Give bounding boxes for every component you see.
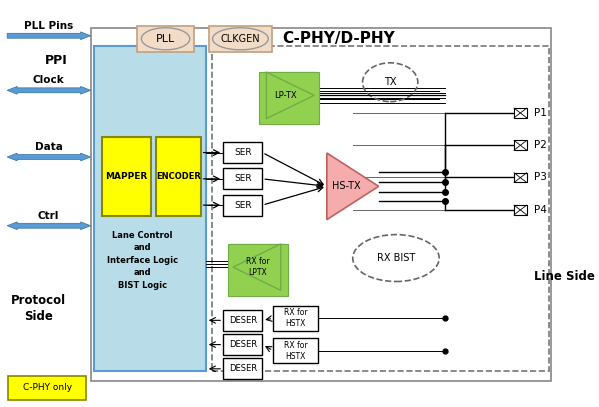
Bar bbox=[273, 306, 318, 331]
Text: Clock: Clock bbox=[33, 75, 65, 85]
Text: DESER: DESER bbox=[229, 364, 257, 373]
Text: P4: P4 bbox=[534, 205, 547, 214]
Polygon shape bbox=[7, 153, 90, 161]
Polygon shape bbox=[233, 244, 281, 291]
Polygon shape bbox=[7, 86, 90, 94]
Text: Data: Data bbox=[35, 142, 62, 152]
Text: ENCODER: ENCODER bbox=[156, 172, 201, 181]
Bar bbox=[223, 358, 262, 379]
Text: LP-TX: LP-TX bbox=[274, 91, 297, 100]
Bar bbox=[223, 310, 262, 331]
Polygon shape bbox=[232, 244, 284, 291]
Polygon shape bbox=[267, 72, 314, 118]
Text: PPI: PPI bbox=[45, 53, 68, 66]
Text: Ctrl: Ctrl bbox=[38, 211, 59, 221]
Bar bbox=[156, 137, 201, 216]
Polygon shape bbox=[7, 32, 90, 39]
Ellipse shape bbox=[213, 28, 268, 50]
Text: C-PHY/D-PHY: C-PHY/D-PHY bbox=[282, 31, 395, 46]
Bar bbox=[90, 28, 552, 381]
Text: DESER: DESER bbox=[229, 316, 257, 325]
Text: PLL Pins: PLL Pins bbox=[24, 21, 73, 31]
Bar bbox=[211, 46, 549, 371]
Text: HS-TX: HS-TX bbox=[332, 182, 361, 191]
Text: P1: P1 bbox=[534, 107, 547, 118]
Text: SER: SER bbox=[234, 148, 252, 157]
Bar bbox=[514, 205, 527, 215]
Text: C-PHY only: C-PHY only bbox=[23, 383, 72, 392]
Text: TX: TX bbox=[384, 77, 397, 87]
Text: SER: SER bbox=[234, 201, 252, 210]
Bar bbox=[273, 338, 318, 363]
Text: P2: P2 bbox=[534, 140, 547, 150]
Text: DESER: DESER bbox=[229, 340, 257, 349]
Text: PLL: PLL bbox=[156, 34, 175, 44]
Text: SER: SER bbox=[234, 174, 252, 183]
Polygon shape bbox=[259, 72, 319, 124]
Bar bbox=[223, 168, 262, 189]
Bar bbox=[223, 142, 262, 163]
Bar bbox=[8, 376, 86, 400]
Polygon shape bbox=[261, 72, 317, 121]
Text: Line Side: Line Side bbox=[534, 270, 595, 283]
Bar bbox=[223, 334, 262, 355]
Text: Lane Control
and
Interface Logic
and
BIST Logic: Lane Control and Interface Logic and BIS… bbox=[107, 231, 178, 290]
Bar bbox=[514, 173, 527, 182]
Polygon shape bbox=[327, 153, 379, 220]
Polygon shape bbox=[228, 244, 288, 296]
Bar bbox=[208, 26, 272, 52]
Bar bbox=[223, 195, 262, 216]
Polygon shape bbox=[7, 222, 90, 230]
Text: Protocol
Side: Protocol Side bbox=[11, 294, 66, 323]
Bar bbox=[137, 26, 194, 52]
Bar bbox=[514, 140, 527, 150]
Text: P3: P3 bbox=[534, 172, 547, 182]
Bar bbox=[514, 108, 527, 118]
Text: CLKGEN: CLKGEN bbox=[220, 34, 260, 44]
Ellipse shape bbox=[141, 28, 190, 50]
Polygon shape bbox=[230, 244, 286, 293]
Bar bbox=[102, 137, 151, 216]
Text: RX for
HSTX: RX for HSTX bbox=[284, 308, 307, 328]
Text: RX for
HSTX: RX for HSTX bbox=[284, 341, 307, 361]
Text: MAPPER: MAPPER bbox=[105, 172, 148, 181]
Text: RX for
LPTX: RX for LPTX bbox=[246, 258, 270, 277]
Bar bbox=[93, 46, 206, 371]
Text: RX BIST: RX BIST bbox=[377, 253, 415, 263]
Polygon shape bbox=[264, 72, 315, 118]
